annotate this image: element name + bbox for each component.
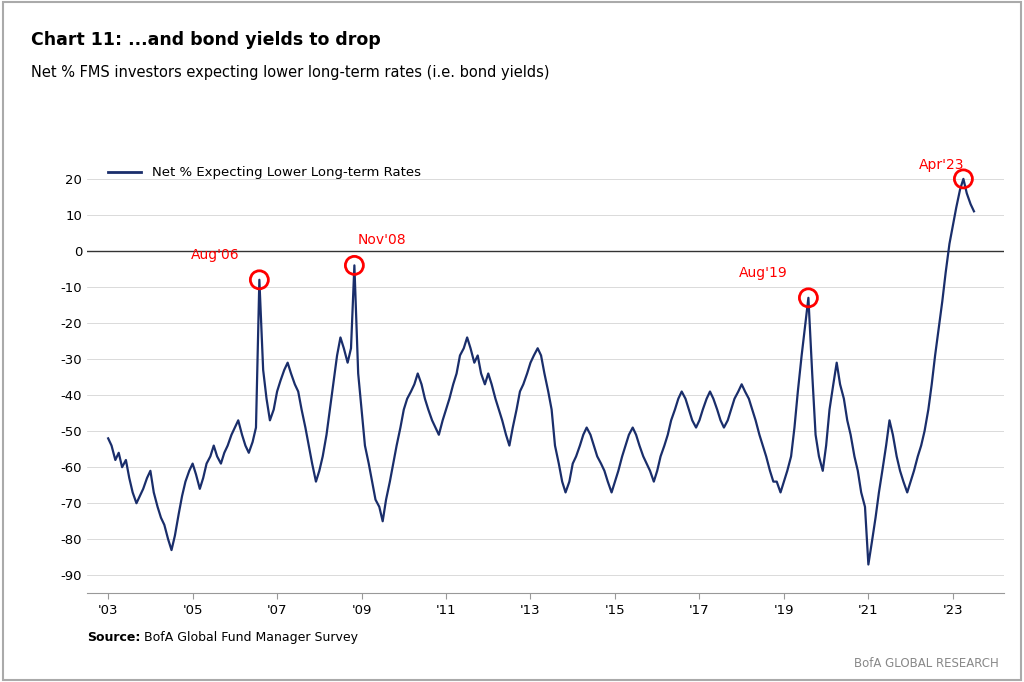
Text: Apr'23: Apr'23	[920, 158, 965, 172]
Text: BofA Global Fund Manager Survey: BofA Global Fund Manager Survey	[140, 632, 358, 644]
Text: Aug'06: Aug'06	[190, 248, 239, 262]
Legend: Net % Expecting Lower Long-term Rates: Net % Expecting Lower Long-term Rates	[102, 161, 426, 185]
Text: Source:: Source:	[87, 632, 140, 644]
Text: Nov'08: Nov'08	[357, 233, 406, 248]
Text: Net % FMS investors expecting lower long-term rates (i.e. bond yields): Net % FMS investors expecting lower long…	[31, 65, 549, 80]
Text: Aug'19: Aug'19	[739, 266, 788, 280]
Text: BofA GLOBAL RESEARCH: BofA GLOBAL RESEARCH	[854, 657, 998, 670]
Text: Chart 11: ...and bond yields to drop: Chart 11: ...and bond yields to drop	[31, 31, 381, 48]
